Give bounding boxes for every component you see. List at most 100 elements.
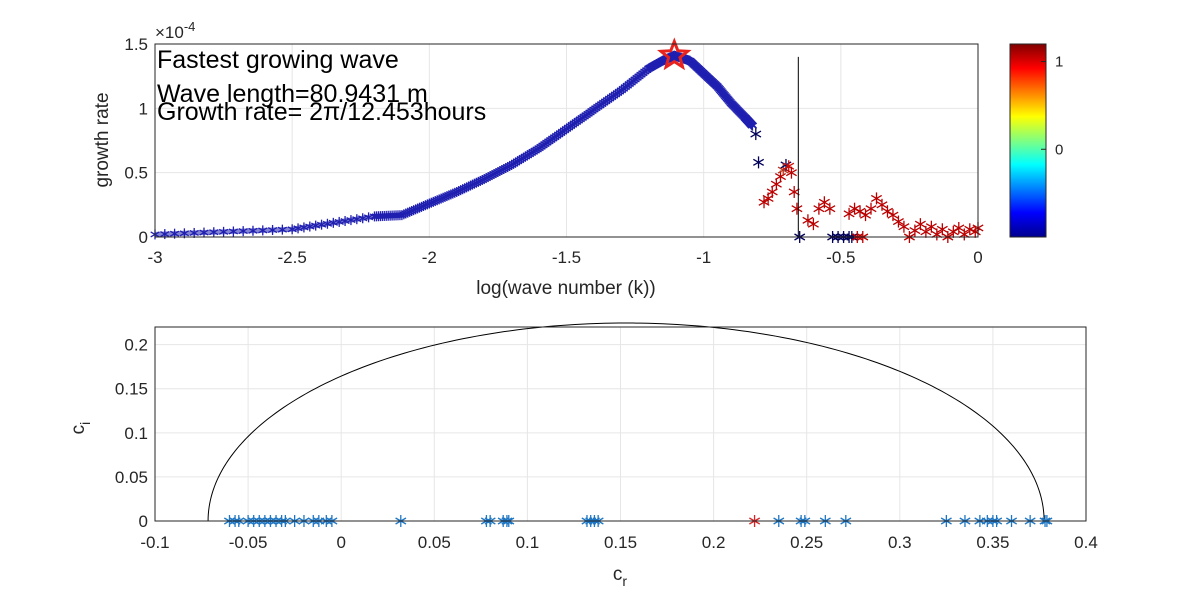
colorbar-gradient — [1009, 43, 1047, 238]
growth-rate-point-stroke — [328, 219, 338, 226]
growth-rate-point — [770, 178, 782, 191]
growth-rate-point — [209, 227, 219, 238]
growth-rate-point-stroke — [248, 227, 258, 234]
growth-rate-point — [865, 202, 877, 215]
growth-rate-point — [920, 225, 932, 238]
growth-rate-point-stroke — [199, 229, 209, 236]
growth-rate-point-stroke — [791, 205, 803, 213]
bottom-x-tick-label: -0.1 — [140, 533, 169, 552]
growth-rate-point-stroke — [860, 211, 872, 219]
growth-rate-point — [218, 226, 229, 237]
annotation-title: Fastest growing wave — [157, 46, 399, 74]
colorbar: 01 — [1009, 43, 1063, 238]
growth-rate-point — [293, 223, 303, 234]
bottom-x-axis-label: cr — [613, 564, 628, 589]
growth-rate-point-stroke — [898, 223, 910, 231]
growth-rate-point — [766, 185, 778, 198]
growth-rate-point — [936, 223, 948, 236]
growth-rate-point-stroke — [316, 221, 327, 228]
growth-rate-point-stroke — [287, 226, 297, 233]
growth-rate-point-stroke — [311, 222, 321, 229]
growth-rate-point — [328, 217, 338, 228]
growth-rate-point-stroke — [788, 188, 800, 196]
growth-rate-point — [340, 216, 350, 227]
growth-rate-point — [898, 220, 910, 233]
growth-rate-point — [791, 202, 803, 215]
growth-rate-point-stroke — [218, 228, 229, 235]
growth-rate-point-stroke — [762, 194, 774, 202]
growth-rate-point — [267, 225, 278, 236]
growth-rate-point-stroke — [305, 223, 315, 230]
growth-rate-point-stroke — [758, 198, 770, 206]
growth-rate-point — [750, 128, 762, 141]
growth-rate-point — [305, 221, 315, 232]
bottom-x-tick-label: 0 — [336, 533, 345, 552]
growth-rate-point-stroke — [870, 194, 883, 202]
growth-rate-point — [785, 166, 797, 179]
growth-rate-point-stroke — [334, 218, 344, 225]
growth-rate-point-stroke — [881, 207, 893, 215]
growth-rate-point-stroke — [914, 220, 926, 228]
growth-rate-point-stroke — [876, 201, 888, 209]
top-y-exponent: ×10-4 — [155, 19, 195, 42]
growth-rate-point-stroke — [925, 223, 937, 231]
growth-rate-point — [753, 156, 765, 169]
growth-rate-point — [758, 196, 770, 209]
growth-rate-point-stroke — [238, 228, 248, 235]
growth-rate-point — [248, 225, 258, 236]
growth-rate-point — [969, 225, 981, 238]
growth-rate-point-stroke — [920, 228, 932, 236]
growth-rate-point-stroke — [843, 210, 855, 218]
growth-rate-point-stroke — [766, 188, 778, 196]
colorbar-tick-label: 1 — [1055, 54, 1063, 71]
growth-rate-point-stroke — [160, 230, 170, 238]
growth-rate-point-stroke — [346, 217, 356, 224]
growth-rate-point-stroke — [969, 228, 981, 236]
bottom-y-tick-label: 0.05 — [115, 468, 148, 487]
growth-rate-point — [316, 219, 327, 230]
growth-rate-point-stroke — [393, 212, 403, 219]
growth-rate-point-stroke — [774, 172, 787, 181]
growth-rate-point-stroke — [179, 230, 190, 237]
growth-rate-point — [199, 227, 209, 238]
growth-rate-point — [277, 224, 288, 235]
growth-rate-point — [824, 202, 836, 215]
growth-rate-point — [783, 160, 795, 173]
top-y-axis-label: growth rate — [92, 92, 113, 187]
growth-rate-point-stroke — [818, 198, 830, 206]
growth-rate-point — [807, 218, 819, 231]
growth-rate-point — [958, 228, 970, 241]
growth-rate-point-stroke — [964, 225, 976, 233]
bottom-x-tick-label: 0.4 — [1074, 533, 1098, 552]
annotation-growth-rate: Growth rate= 2π/12.453hours — [157, 98, 486, 126]
top-x-tick-label: -2.5 — [278, 248, 307, 267]
bottom-y-tick-label: 0 — [139, 512, 148, 531]
growth-rate-point-stroke — [209, 229, 219, 236]
growth-rate-point — [393, 210, 403, 221]
growth-rate-point-stroke — [813, 205, 825, 213]
bottom-x-tick-label: 0.1 — [516, 533, 540, 552]
growth-rate-point-stroke — [267, 226, 278, 234]
growth-rate-point — [346, 215, 356, 226]
growth-rate-point-stroke — [753, 158, 765, 166]
top-x-tick-label: -1 — [696, 248, 711, 267]
growth-rate-curve — [150, 50, 758, 240]
top-y-tick-label: 1.5 — [124, 35, 148, 54]
growth-rate-point — [914, 218, 926, 231]
bottom-plot-border — [154, 326, 1087, 522]
top-x-tick-label: -1.5 — [552, 248, 581, 267]
growth-rate-point-stroke — [770, 180, 782, 188]
growth-rate-point-stroke — [785, 169, 797, 177]
bottom-x-tick-label: 0.15 — [604, 533, 637, 552]
top-x-axis-label: log(wave number (k)) — [476, 278, 656, 299]
growth-rate-point-stroke — [931, 230, 943, 238]
top-x-tick-label: -3 — [147, 248, 162, 267]
growth-rate-point — [311, 220, 321, 231]
growth-rate-point-stroke — [340, 217, 350, 225]
growth-rate-point-stroke — [953, 224, 965, 232]
growth-rate-point-stroke — [293, 225, 303, 232]
growth-rate-point-stroke — [258, 227, 268, 234]
top-x-tick-label: -2 — [422, 248, 437, 267]
top-tick-labels: -3 -2.5 -2 -1.5 -1 -0.5 0 0 0.5 1 1.5 — [124, 35, 982, 267]
top-x-tick-label: -0.5 — [826, 248, 855, 267]
